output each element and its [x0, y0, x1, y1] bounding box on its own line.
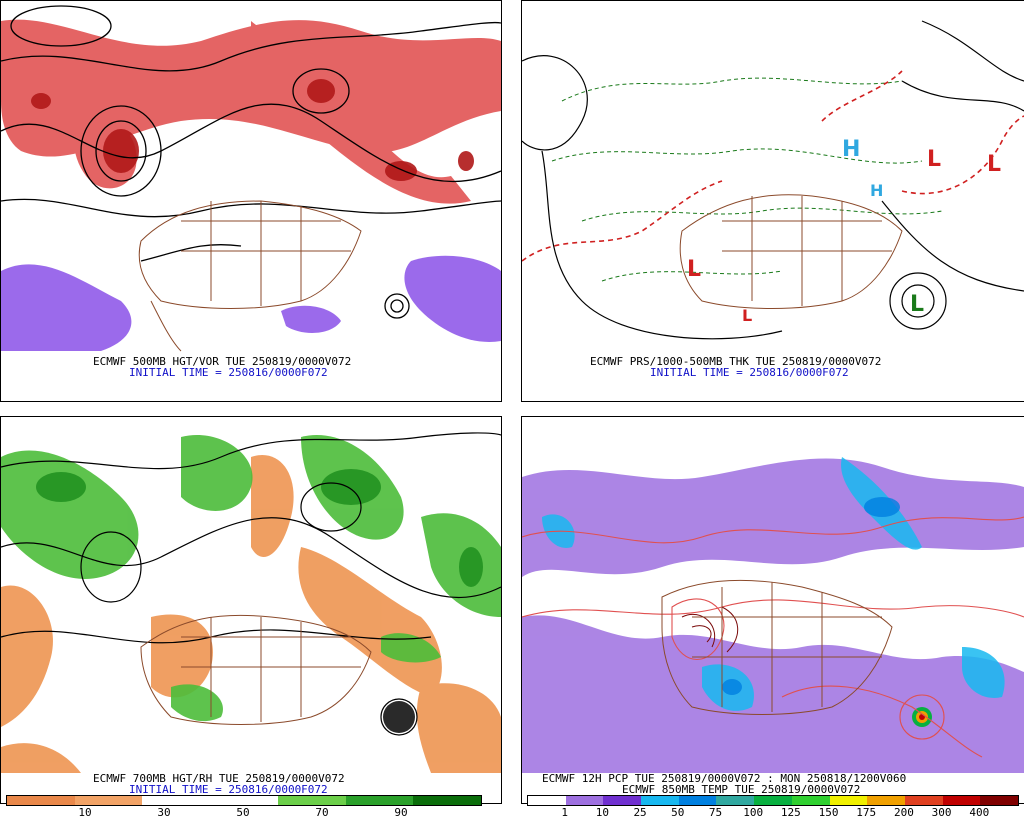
- panel-subtitle: INITIAL TIME = 250816/0000F072: [129, 366, 328, 379]
- colorbar-swatch: [641, 796, 679, 805]
- colorbar-tick-label: 50: [236, 806, 250, 819]
- svg-text:L: L: [927, 147, 941, 172]
- colorbar-swatch: [829, 796, 868, 805]
- colorbar-swatch: [603, 796, 642, 805]
- svg-text:L: L: [742, 306, 752, 325]
- svg-text:L: L: [910, 292, 924, 317]
- panel-title: ECMWF PRS/1000-500MB THK TUE 250819/0000…: [590, 355, 882, 368]
- rh-colorbar: [6, 795, 482, 806]
- colorbar-swatch: [867, 796, 905, 805]
- precip-colorbar: [527, 795, 1019, 806]
- colorbar-tick-label: 30: [157, 806, 171, 819]
- colorbar-swatch: [277, 796, 346, 805]
- rh-colorbar-ticks: 10 30 50 70 90: [6, 806, 480, 819]
- svg-text:L: L: [687, 257, 701, 282]
- panel-title: ECMWF 500MB HGT/VOR TUE 250819/0000V072: [93, 355, 352, 368]
- colorbar-swatch: [528, 796, 566, 805]
- colorbar-tick-label: 125: [780, 806, 801, 819]
- colorbar-swatch: [7, 796, 75, 805]
- colorbar-swatch: [210, 796, 278, 805]
- panel-subtitle: INITIAL TIME = 250816/0000F072: [129, 783, 328, 796]
- map-mslp-thickness: H H L L L L L: [522, 1, 1024, 357]
- colorbar-swatch: [345, 796, 414, 805]
- panel-subtitle: INITIAL TIME = 250816/0000F072: [650, 366, 849, 379]
- svg-text:H: H: [842, 137, 860, 162]
- precip-colorbar-ticks: 1 10 25 50 75 100 125 150 175 200 300 400: [527, 806, 1017, 819]
- map-precip-850mb-temp: [522, 417, 1024, 773]
- colorbar-tick-label: 75: [708, 806, 723, 819]
- map-700mb-rh: [1, 417, 501, 773]
- colorbar-tick-label: 400: [969, 806, 990, 819]
- map-500mb-vorticity: [1, 1, 501, 357]
- colorbar-tick-label: 300: [931, 806, 952, 819]
- colorbar-tick-label: 50: [671, 806, 685, 819]
- panel-mslp-thickness: H H L L L L L ECMWF PRS/1000-500MB THK T…: [521, 0, 1024, 402]
- colorbar-swatch: [413, 796, 482, 805]
- colorbar-swatch: [980, 796, 1018, 805]
- svg-text:L: L: [987, 152, 1001, 177]
- colorbar-tick-label: 1: [561, 806, 568, 819]
- panel-subtitle: ECMWF 850MB TEMP TUE 250819/0000V072: [622, 783, 861, 796]
- panel-title: ECMWF 700MB HGT/RH TUE 250819/0000V072: [93, 772, 345, 785]
- colorbar-swatch: [565, 796, 604, 805]
- colorbar-swatch: [754, 796, 792, 805]
- colorbar-swatch: [716, 796, 755, 805]
- colorbar-tick-label: 100: [743, 806, 764, 819]
- panel-title: ECMWF 12H PCP TUE 250819/0000V072 : MON …: [542, 772, 907, 785]
- colorbar-tick-label: 200: [893, 806, 914, 819]
- colorbar-swatch: [942, 796, 981, 805]
- colorbar-swatch: [74, 796, 143, 805]
- colorbar-swatch: [904, 796, 943, 805]
- colorbar-swatch: [142, 796, 211, 805]
- panel-700mb-rh: ECMWF 700MB HGT/RH TUE 250819/0000V072 I…: [0, 416, 502, 804]
- panel-500mb-vorticity: ECMWF 500MB HGT/VOR TUE 250819/0000V072 …: [0, 0, 502, 402]
- colorbar-swatch: [678, 796, 717, 805]
- colorbar-tick-label: 150: [818, 806, 839, 819]
- panel-precip-850mb-temp: ECMWF 12H PCP TUE 250819/0000V072 : MON …: [521, 416, 1024, 804]
- colorbar-tick-label: 10: [78, 806, 92, 819]
- colorbar-tick-label: 175: [856, 806, 877, 819]
- colorbar-tick-label: 70: [315, 806, 329, 819]
- colorbar-tick-label: 90: [394, 806, 408, 819]
- colorbar-tick-label: 25: [633, 806, 647, 819]
- colorbar-swatch: [791, 796, 830, 805]
- svg-text:H: H: [870, 181, 883, 200]
- colorbar-tick-label: 10: [595, 806, 609, 819]
